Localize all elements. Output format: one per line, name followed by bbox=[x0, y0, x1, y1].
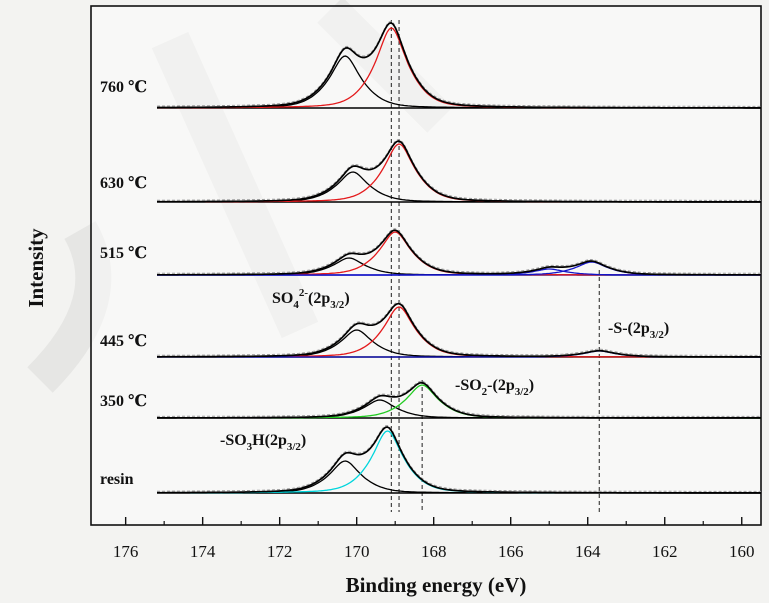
x-tick-label: 176 bbox=[113, 542, 139, 561]
series-label-630: 630 ℃ bbox=[100, 175, 147, 192]
series-label-760: 760 ℃ bbox=[100, 79, 147, 96]
envelope-fit bbox=[157, 426, 761, 494]
reference-lines bbox=[390, 20, 600, 512]
annotation-sulfone: -SO2-(2p3/2) bbox=[455, 377, 534, 398]
spectrum-4 bbox=[157, 380, 761, 419]
x-tick-label: 170 bbox=[344, 542, 370, 561]
annotation-sulfate: SO42-(2p3/2) bbox=[272, 287, 350, 311]
x-tick-label: 160 bbox=[729, 542, 755, 561]
spectrum-2 bbox=[157, 228, 761, 276]
raw-data bbox=[157, 228, 761, 274]
y-axis-title: Intensity bbox=[24, 228, 48, 308]
series-label-resin: resin bbox=[100, 471, 134, 488]
envelope-fit bbox=[157, 229, 761, 276]
raw-data bbox=[156, 20, 761, 107]
series-label-515: 515 ℃ bbox=[100, 245, 147, 262]
x-tick-label: 174 bbox=[190, 542, 216, 561]
raw-data bbox=[157, 138, 761, 201]
envelope-fit bbox=[157, 302, 761, 358]
x-tick-label: 166 bbox=[498, 542, 524, 561]
x-axis: 176 174 172 170 168 166 164 162 160 bbox=[113, 517, 755, 561]
raw-data bbox=[157, 424, 761, 492]
envelope-fit bbox=[157, 381, 761, 419]
spectra bbox=[156, 20, 761, 494]
x-tick-label: 164 bbox=[575, 542, 601, 561]
annotation-sulfide: -S-(2p3/2) bbox=[608, 320, 669, 341]
spectrum-1 bbox=[157, 138, 761, 203]
watermark bbox=[27, 0, 453, 393]
x-tick-label: 168 bbox=[421, 542, 447, 561]
x-tick-label: 172 bbox=[267, 542, 293, 561]
x-tick-label: 162 bbox=[652, 542, 678, 561]
spectrum-5 bbox=[157, 424, 761, 494]
series-label-350: 350 ℃ bbox=[100, 393, 147, 410]
spectrum-3 bbox=[157, 301, 761, 358]
envelope-fit bbox=[157, 140, 761, 203]
plot-frame bbox=[90, 5, 762, 526]
envelope-fit bbox=[156, 21, 761, 109]
annotation-sulfonic: -SO3H(2p3/2) bbox=[220, 432, 306, 453]
raw-data bbox=[157, 380, 761, 417]
x-axis-title: Binding energy (eV) bbox=[346, 573, 527, 597]
raw-data bbox=[157, 301, 761, 356]
spectrum-0 bbox=[156, 20, 761, 109]
series-label-445: 445 ℃ bbox=[100, 333, 147, 350]
